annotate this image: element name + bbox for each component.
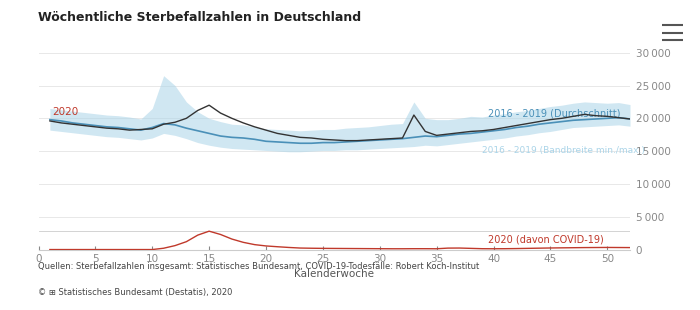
Text: Quellen: Sterbefallzahlen insgesamt: Statistisches Bundesamt, COVID-19-Todesfäll: Quellen: Sterbefallzahlen insgesamt: Sta… xyxy=(38,262,480,271)
X-axis label: Kalenderwoche: Kalenderwoche xyxy=(294,268,374,279)
Text: 2020: 2020 xyxy=(52,107,78,117)
Text: © ⊞ Statistisches Bundesamt (Destatis), 2020: © ⊞ Statistisches Bundesamt (Destatis), … xyxy=(38,288,233,297)
Text: 2016 - 2019 (Durchschnitt): 2016 - 2019 (Durchschnitt) xyxy=(488,109,620,119)
Text: 2020 (davon COVID-19): 2020 (davon COVID-19) xyxy=(488,234,603,244)
Text: Wöchentliche Sterbefallzahlen in Deutschland: Wöchentliche Sterbefallzahlen in Deutsch… xyxy=(38,11,362,24)
Text: 2016 - 2019 (Bandbreite min./max.): 2016 - 2019 (Bandbreite min./max.) xyxy=(482,146,645,155)
